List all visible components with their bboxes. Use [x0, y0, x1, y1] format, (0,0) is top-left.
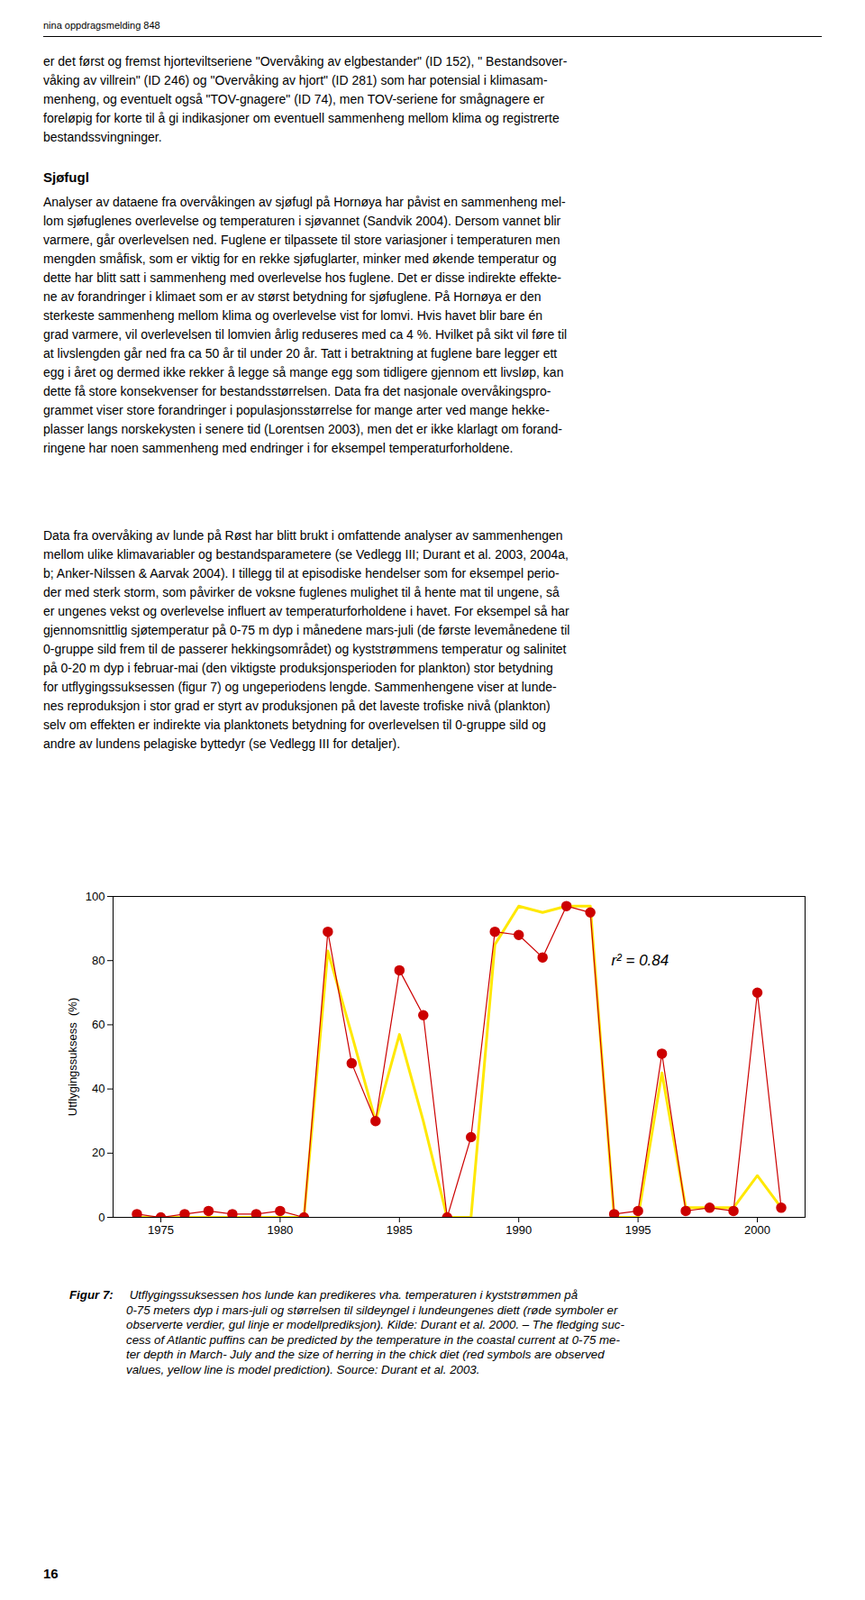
svg-text:1980: 1980	[266, 1222, 293, 1237]
html-text:Analyser av dataene fra overvå: Analyser av dataene fra overvåkingen av …	[43, 194, 567, 456]
svg-text:1990: 1990	[505, 1222, 532, 1237]
html-text:Sjøfugl: Sjøfugl	[43, 169, 90, 185]
svg-text:80: 80	[91, 953, 105, 967]
svg-text:1985: 1985	[386, 1222, 413, 1237]
html-text:16: 16	[43, 1565, 59, 1581]
svg-text:60: 60	[91, 1017, 105, 1031]
svg-text:1975: 1975	[147, 1222, 174, 1237]
svg-text:1995: 1995	[625, 1222, 652, 1237]
html-text:Data fra overvåking av lunde p: Data fra overvåking av lunde på Røst har…	[43, 528, 570, 751]
svg-text:2000: 2000	[744, 1222, 771, 1237]
html-text:nina oppdragsmelding 848: nina oppdragsmelding 848	[43, 19, 161, 31]
svg-text:40: 40	[91, 1081, 105, 1095]
svg-text:100: 100	[85, 889, 106, 903]
html-text:er det først og fremst hjortev: er det først og fremst hjorteviltseriene…	[43, 54, 568, 145]
html-text:Figur 7:: Figur 7:	[69, 1287, 114, 1302]
html-text:Utflygingssuksessen hos lunde: Utflygingssuksessen hos lunde kan predik…	[126, 1287, 625, 1376]
svg-text:20: 20	[91, 1145, 105, 1159]
svg-text:Utflygingssuksess (%): Utflygingssuksess (%)	[65, 997, 80, 1116]
svg-text:0: 0	[98, 1210, 105, 1224]
svg-text:r² = 0.84: r² = 0.84	[610, 951, 669, 969]
